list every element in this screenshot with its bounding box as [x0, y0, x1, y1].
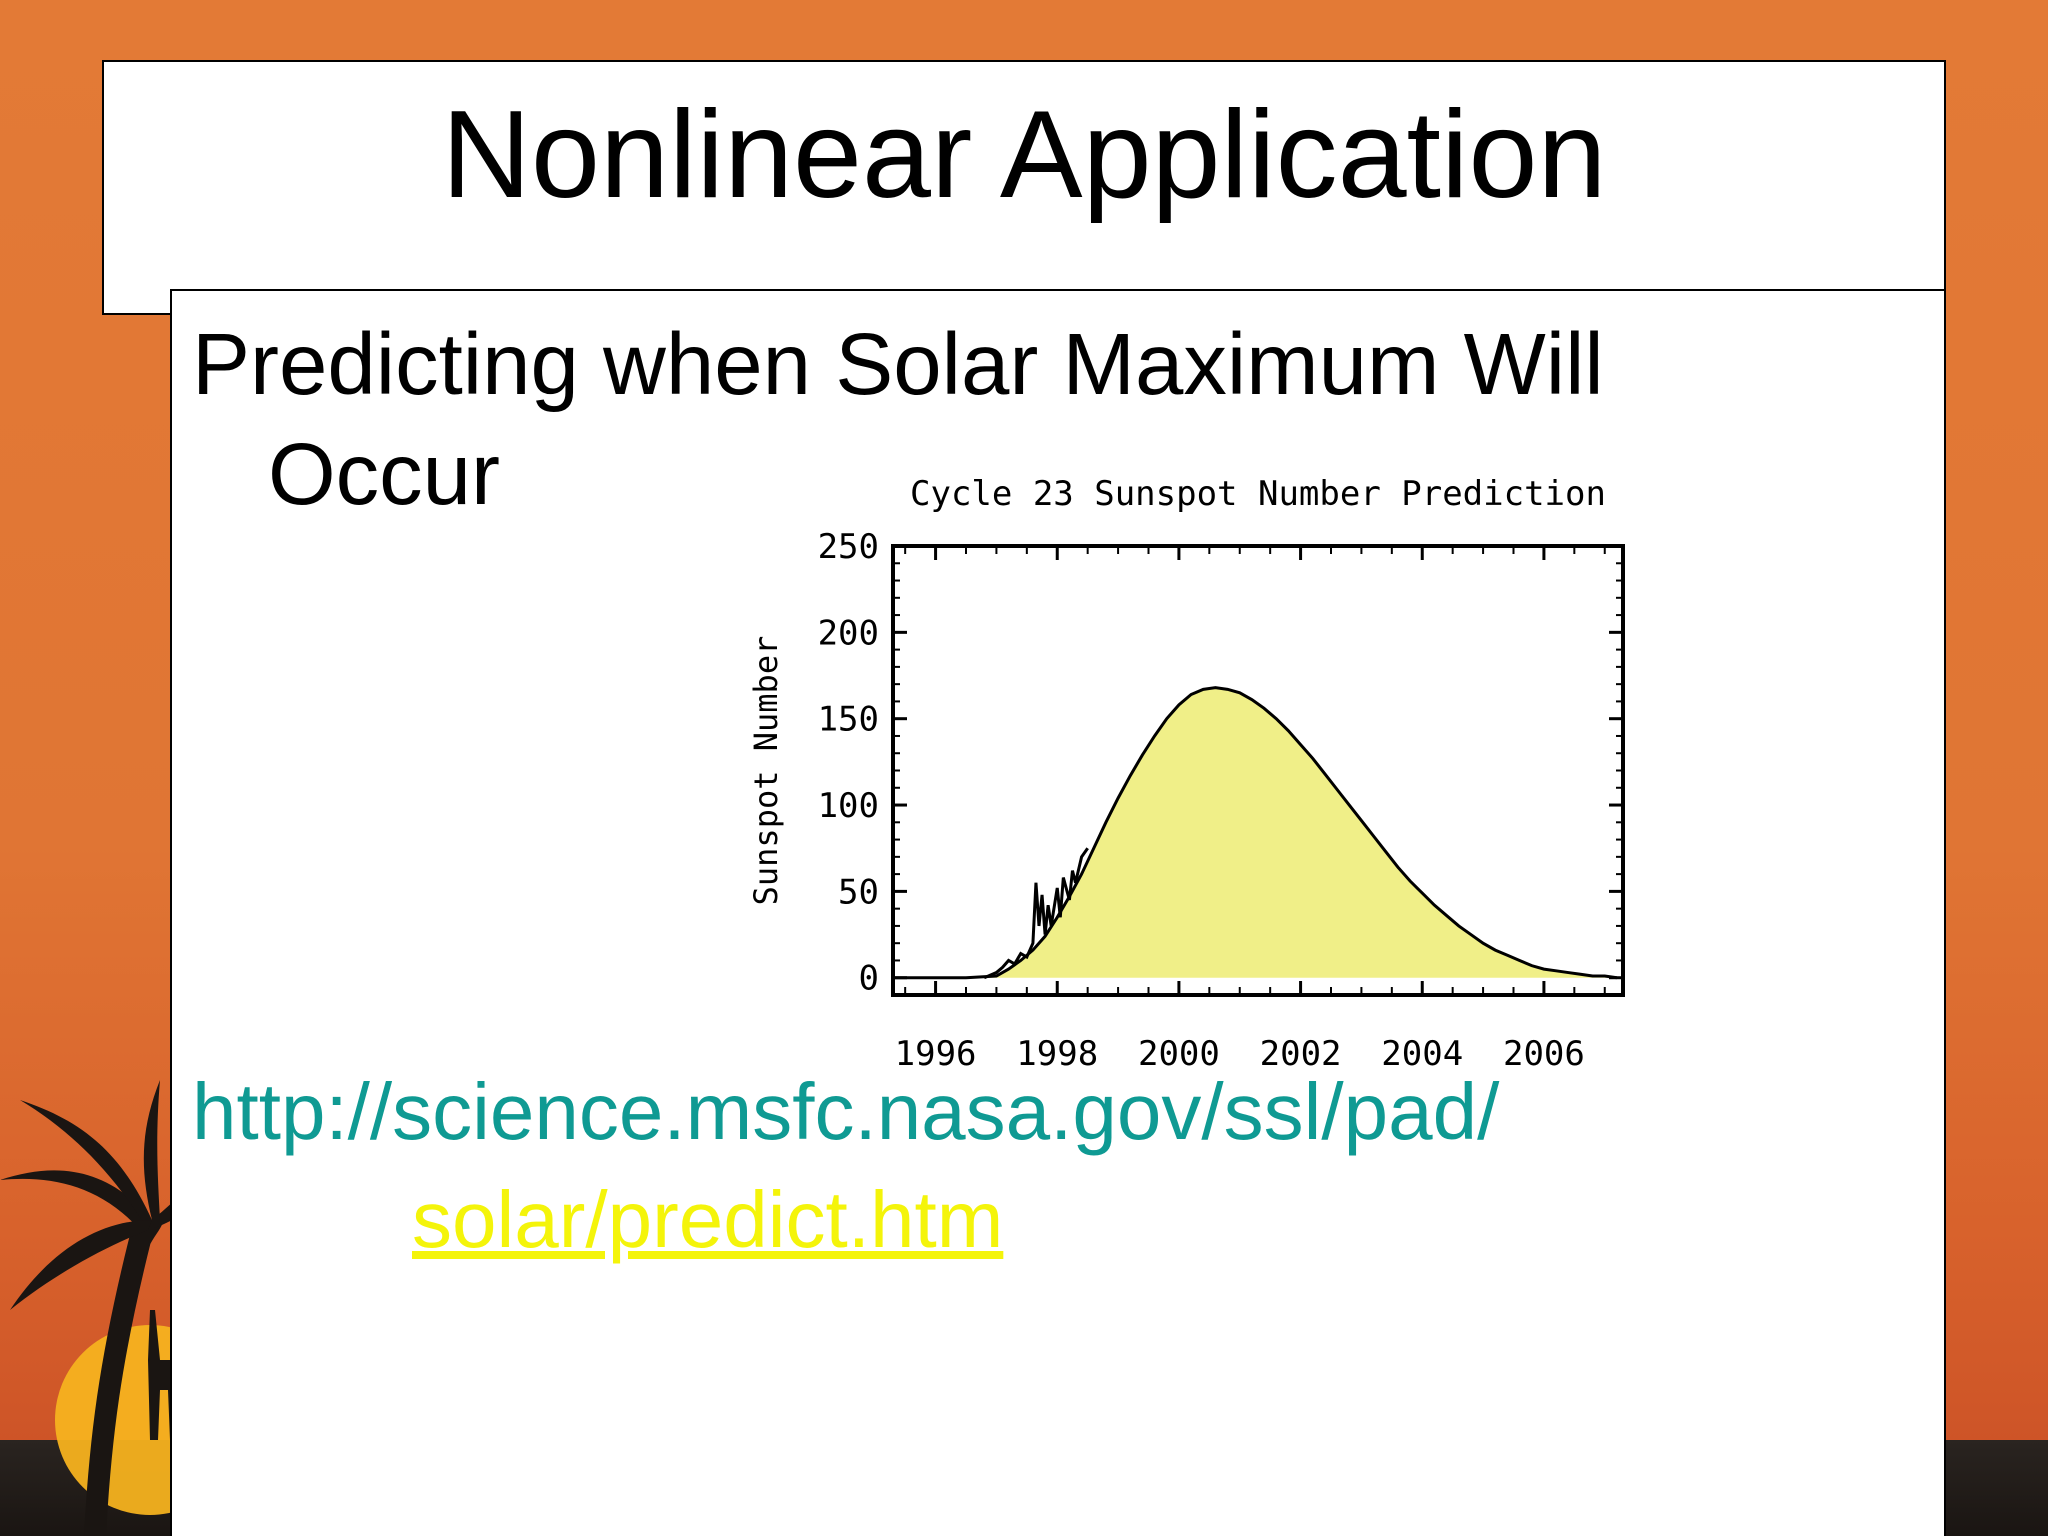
- content-box: [170, 289, 1946, 1536]
- y-tick-label: 100: [818, 786, 879, 826]
- chart-title: Cycle 23 Sunspot Number Prediction: [910, 474, 1606, 514]
- y-tick-label: 150: [818, 700, 879, 740]
- source-link-part2[interactable]: solar/predict.htm: [412, 1175, 1004, 1264]
- slide-title: Nonlinear Application: [441, 86, 1607, 224]
- bullet-line-2: Occur: [268, 426, 501, 523]
- x-tick-label: 1998: [1016, 1034, 1098, 1074]
- y-tick-label: 0: [859, 959, 879, 999]
- bullet-text: Predicting when Solar Maximum Will Occur: [192, 310, 1792, 530]
- sunspot-chart: Cycle 23 Sunspot Number Prediction Sunspo…: [747, 474, 1625, 1074]
- x-tick-label: 1996: [895, 1034, 977, 1074]
- x-tick-label: 2006: [1503, 1034, 1585, 1074]
- prediction-area: [893, 687, 1617, 978]
- observed-line: [983, 847, 1089, 980]
- y-tick-label: 50: [838, 872, 879, 912]
- source-link-part1[interactable]: http://science.msfc.nasa.gov/ssl/pad/: [192, 1067, 1500, 1156]
- x-tick-label: 2000: [1138, 1034, 1220, 1074]
- x-tick-label: 2004: [1381, 1034, 1463, 1074]
- y-tick-label: 200: [818, 613, 879, 653]
- y-tick-label: 250: [818, 527, 879, 567]
- x-tick-label: 2002: [1260, 1034, 1342, 1074]
- y-axis-label: Sunspot Number: [747, 636, 785, 906]
- bullet-line-1: Predicting when Solar Maximum Will: [192, 316, 1604, 413]
- title-box: [102, 60, 1946, 315]
